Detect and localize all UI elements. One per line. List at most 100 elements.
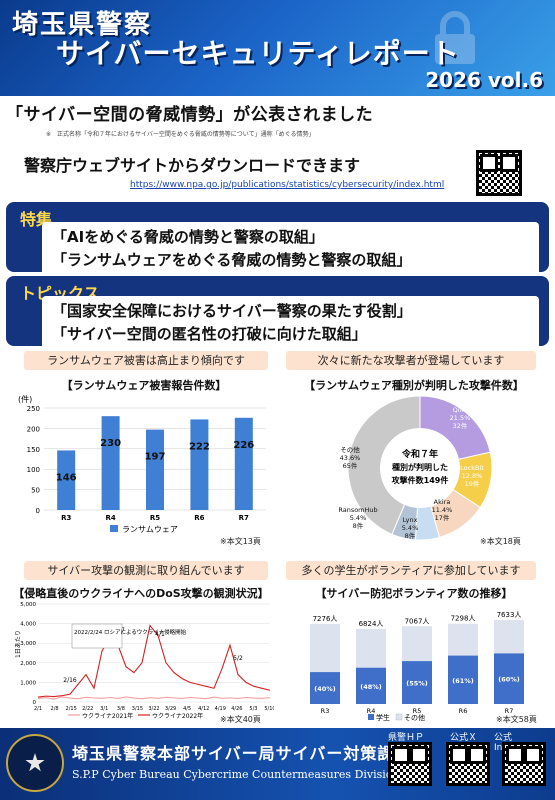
x-tick-label: 4/5 [183,706,191,712]
x-tick-label: 3/1 [100,706,108,712]
pie-chart-title: 【ランサムウェア種別が判明した攻撃件数】 [304,379,524,392]
y-tick-label: 0 [33,700,37,706]
x-tick-label: 2/15 [66,706,77,712]
x-tick-label: 2/8 [51,706,59,712]
line-series [37,624,271,698]
topics-panel: トピックス 「国家安全保障におけるサイバー警察の果たす役割」 「サイバー空間の匿… [6,276,549,350]
pie-label-percent: 5.4% [350,514,367,522]
pie-label-name: その他 [340,445,360,454]
volunteer-total-label: 7298人 [451,615,476,623]
y-tick-label: 250 [27,405,40,413]
pie-label-name: RansomHub [338,506,377,514]
download-section: 警察庁ウェブサイトからダウンロードできます https://www.npa.go… [10,152,465,190]
y-tick-label: 2,000 [20,661,36,667]
bar [57,450,76,510]
volunteer-chart-source: ※本文58頁 [496,715,537,724]
invasion-annotation-text: 2022/2/24 ロシアによるウクライナ侵略開始 [74,628,187,636]
pie-label-name: Lynx [403,516,418,524]
bar-value-label: 226 [233,440,254,451]
volunteer-share-label: (48%) [360,683,382,691]
x-tick-label: R6 [459,707,468,715]
volunteer-legend-students: 学生 [376,713,390,722]
invasion-annotation-box [71,623,123,649]
x-tick-label: 3/8 [117,706,125,712]
y-tick-label: 200 [27,425,40,433]
topics-item: 「サイバー空間の匿名性の打破に向けた取組」 [52,325,367,343]
pie-label-percent: 11.4% [432,506,453,514]
x-tick-label: 2/1 [34,706,42,712]
ransom-bar-chart: (件) 0 50 100 150 200 250 146 R3 230 R4 197 R5 222 R6… [18,394,266,534]
volunteer-bar-students [402,661,432,704]
x-tick-label: R4 [367,707,376,715]
feature-box: 「AIをめぐる脅威の情勢と警察の取組」 「ランサムウェアをめぐる脅威の情勢と警察… [42,222,539,276]
pie-center-line1: 令和７年 [401,448,438,460]
line-series [37,696,271,700]
dos-chart-grid: 0 1,000 2,000 3,000 4,000 5,000 2/1 2/8 2/15 2/22… [20,602,274,712]
volunteer-total-label: 7067人 [405,617,430,625]
bar [190,419,209,510]
y-tick-label: 4,000 [20,622,36,628]
pie-label-count: 19件 [465,479,480,488]
volunteer-share-label: (40%) [314,685,336,693]
ransom-caption: ランサムウェア被害は高止まり傾向です [24,351,268,370]
volunteer-bar-students [356,667,386,704]
x-tick-label: 5/10 [264,706,274,712]
bar-value-label: 230 [100,438,121,449]
volunteer-bar-other [402,626,432,662]
x-tick-label: 4/19 [215,706,226,712]
y-tick-label: 0 [36,507,40,515]
x-tick-label: R3 [61,514,71,522]
volunteer-bar-students [310,672,340,704]
header-volume: 2026 vol.6 [425,68,543,92]
header-title-line1: 埼玉県警察 [12,10,153,40]
volunteer-legend-other: その他 [404,713,425,722]
ransom-legend-label: ランサムウェア [122,525,178,534]
y-tick-label: 5,000 [20,602,36,608]
download-qr-code[interactable] [476,150,522,196]
volunteer-bar-other [356,628,386,668]
topics-item: 「国家安全保障におけるサイバー警察の果たす役割」 [52,302,412,320]
feature-item: 「ランサムウェアをめぐる脅威の情勢と警察の取組」 [52,251,412,269]
announcement: 「サイバー空間の脅威情勢」が公表されました ※ 正式名称「令和７年におけるサイバ… [6,100,549,148]
qr-hp[interactable] [388,742,432,786]
x-tick-label: 3/22 [148,706,159,712]
download-heading: 警察庁ウェブサイトからダウンロードできます [24,156,361,175]
volunteer-share-label: (55%) [406,680,428,688]
y-tick-label: 50 [31,487,40,495]
pie-label-name: Qilin [453,406,468,414]
header-title-line2: サイバーセキュリティレポート [56,37,460,70]
y-tick-label: 100 [27,466,40,474]
download-url-link[interactable]: https://www.npa.go.jp/publications/stati… [130,180,445,190]
qr-instagram[interactable] [502,742,546,786]
qr-x[interactable] [446,742,490,786]
x-tick-label: R5 [413,707,422,715]
volunteer-bar-other [310,623,340,673]
bar-value-label: 197 [145,452,166,463]
x-tick-label: 4/12 [198,706,209,712]
x-tick-label: R5 [150,514,160,522]
dos-chart-title: 【侵略直後のウクライナへのDoS攻撃の観測状況】 [13,587,269,600]
pie-label-count: 17件 [435,513,450,522]
volunteer-legend-swatch-other [395,713,403,721]
x-tick-label: R4 [105,514,115,522]
footer: 埼玉県警察本部サイバー局サイバー対策課 S.P.P Cyber Bureau C… [0,728,555,800]
pie-label-name: LockBit [460,464,484,472]
volunteer-bar-chart: 7276人 (40%) R3 6824人 (48%) R4 7067人 (55%) R5 7298… [310,611,524,722]
bar [234,417,253,510]
attackers-caption: 次々に新たな攻撃者が登場しています [286,351,536,370]
volunteer-bar-other [448,623,478,656]
header-banner: 埼玉県警察 サイバーセキュリティレポート 2026 vol.6 [0,0,555,96]
pie-label-count: 8件 [353,521,364,530]
x-tick-label: R7 [239,514,249,522]
volunteer-legend-swatch-students [368,714,374,720]
ransom-legend-swatch [110,525,118,532]
pie-center-line3: 攻撃件数149件 [392,475,449,485]
ransom-chart-title: 【ランサムウェア被害報告件数】 [61,379,227,392]
x-tick-label: 2/22 [82,706,93,712]
y-tick-label: 1,000 [20,680,36,686]
bar [146,429,164,510]
topics-box: 「国家安全保障におけるサイバー警察の果たす役割」 「サイバー空間の匿名性の打破に… [42,296,539,350]
volunteer-total-label: 6824人 [359,620,384,628]
